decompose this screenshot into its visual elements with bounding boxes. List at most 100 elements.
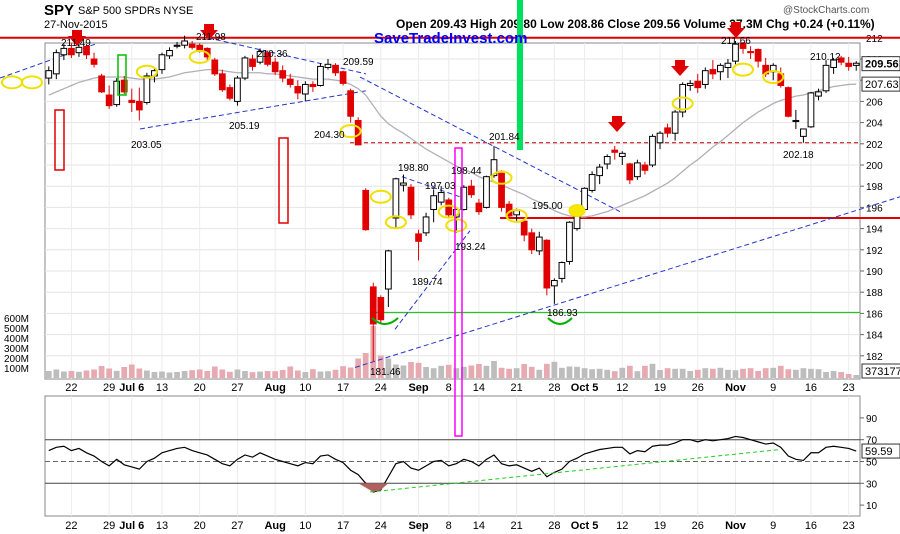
volume-bar: [664, 368, 671, 378]
candle-body: [528, 232, 536, 251]
volume-axis-tick-label: 200M: [4, 354, 29, 365]
red-marker-box: [278, 137, 289, 224]
volume-bar: [589, 369, 595, 378]
rsi-time-axis-tick-label: 14: [473, 520, 485, 532]
candle-body: [618, 152, 626, 158]
candle-body: [158, 54, 166, 71]
rsi-time-axis-tick-label: 19: [654, 520, 666, 532]
candle-body: [60, 47, 68, 56]
volume-bar: [536, 369, 543, 378]
volume-bar: [174, 372, 180, 378]
volume-bar: [340, 366, 346, 378]
highlight-circle: [21, 75, 43, 90]
red-arrow-down: [608, 116, 626, 132]
volume-bar: [189, 370, 196, 378]
candle-body: [717, 64, 724, 73]
volume-bar: [128, 364, 135, 378]
candle-body: [513, 210, 521, 216]
price-annotation: 189.74: [412, 277, 443, 288]
candle-body: [249, 58, 256, 67]
candle-body: [739, 42, 747, 49]
rsi-line: [48, 435, 857, 493]
time-axis-tick-label: 9: [770, 382, 776, 394]
candle-body: [467, 185, 475, 196]
price-annotation: 186.93: [547, 308, 578, 319]
candle-body: [407, 186, 415, 216]
price-axis-tick-label: 206: [866, 97, 883, 108]
rsi-time-axis-tick-label: 17: [337, 520, 349, 532]
rsi-value-tag: 59.59: [865, 446, 893, 458]
candle-body: [641, 164, 649, 171]
volume-axis-tick-label: 100M: [4, 364, 29, 375]
time-axis-tick-label: 17: [337, 382, 349, 394]
candle-body: [445, 199, 453, 216]
volume-bar: [445, 364, 452, 378]
rsi-time-axis-tick-label: Nov: [725, 520, 747, 532]
volume-bar: [785, 369, 792, 378]
rsi-axis-tick-label: 50: [866, 458, 878, 469]
candle-body: [113, 80, 121, 106]
candle-body: [196, 44, 204, 52]
volume-axis-tick-label: 600M: [4, 314, 29, 325]
volume-bar: [476, 364, 482, 378]
candle-body: [75, 46, 83, 54]
volume-bar: [317, 371, 324, 378]
candle-body: [694, 80, 702, 89]
volume-bar: [619, 367, 626, 378]
candle-body: [686, 82, 694, 86]
volume-bar: [377, 355, 384, 378]
rsi-axis-tick-label: 70: [866, 436, 878, 447]
candle-body: [135, 100, 143, 111]
rsi-time-axis-tick-label: 26: [692, 520, 704, 532]
highlight-circle: [445, 218, 468, 233]
volume-bar: [76, 371, 82, 378]
volume-bar: [498, 367, 505, 378]
candle-body: [317, 65, 324, 86]
volume-bar: [596, 368, 603, 378]
volume-bar: [551, 361, 558, 378]
volume-bar: [204, 371, 211, 378]
candle-body: [68, 47, 75, 56]
candle-body: [852, 62, 860, 66]
candle-body: [475, 202, 483, 213]
candle-body: [656, 132, 664, 144]
volume-bar: [98, 366, 105, 378]
volume-bar: [642, 365, 648, 378]
price-annotation: 202.18: [783, 150, 814, 161]
candle-body: [128, 99, 136, 103]
price-axis-tick-label: 192: [866, 246, 883, 257]
price-annotation: 201.84: [489, 132, 520, 143]
volume-axis-tick-label: 500M: [4, 324, 29, 335]
candle-body: [362, 189, 370, 231]
highlight-circle: [437, 204, 460, 219]
volume-bar: [792, 369, 799, 378]
rsi-time-axis-tick-label: 8: [446, 520, 452, 532]
magenta-vertical-marker: [454, 147, 463, 437]
volume-bar: [800, 368, 807, 378]
rsi-time-axis-tick-label: Jul 6: [119, 520, 144, 532]
volume-bar: [136, 368, 143, 378]
price-axis-tick-label: 200: [866, 161, 883, 172]
price-annotation: 203.05: [131, 140, 162, 151]
red-arrow-down: [68, 30, 86, 46]
price-axis-tick-label: 202: [866, 140, 883, 151]
candle-body: [226, 87, 234, 99]
volume-tag: 373177: [865, 366, 900, 378]
price-annotation: 197.03: [425, 181, 456, 192]
time-axis-tick-label: 14: [473, 382, 485, 394]
candle-body: [218, 73, 226, 91]
time-axis-tick-label: 16: [805, 382, 817, 394]
bottom-smile-2: [547, 317, 573, 325]
candle-body: [234, 77, 241, 102]
volume-bar: [460, 366, 467, 378]
rsi-time-axis-tick-label: Sep: [408, 520, 428, 532]
time-axis-tick-label: 12: [616, 382, 628, 394]
volume-bar: [755, 371, 761, 378]
trendline-downtrend: [359, 76, 621, 213]
volume-bar: [332, 369, 339, 378]
candle-body: [837, 57, 845, 63]
time-axis-tick-label: 20: [194, 382, 206, 394]
volume-bar: [634, 371, 641, 378]
time-axis-tick-label: Aug: [264, 382, 285, 394]
